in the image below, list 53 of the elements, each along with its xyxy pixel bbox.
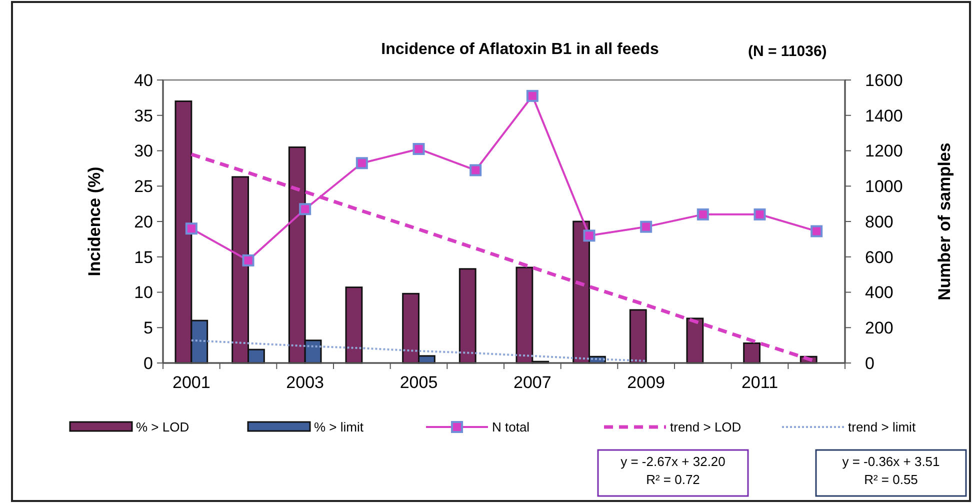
y-tick-label: 40 (134, 70, 153, 90)
y2-tick-label: 0 (865, 354, 874, 373)
point (640, 220, 652, 233)
y2-tick-label: 800 (865, 212, 894, 232)
y2-tick-label: 1600 (865, 70, 903, 90)
bar (345, 286, 363, 364)
y-tick-label: 20 (134, 212, 153, 232)
y-tick-label: 30 (134, 142, 153, 161)
point (412, 142, 425, 155)
x-tick-label: 2009 (627, 373, 665, 392)
chart-title: Incidence of Aflatoxin B1 in all feeds (381, 41, 659, 58)
y-tick-label: 5 (144, 318, 153, 338)
y2-tick-label: 1000 (865, 177, 903, 196)
y2-axis-title: Number of samples (935, 142, 954, 300)
y2-tick-label: 200 (865, 318, 894, 338)
point (185, 222, 198, 235)
y2-tick-label: 600 (865, 248, 894, 267)
point (696, 208, 709, 220)
y2-tick-label: 1400 (865, 106, 903, 126)
y-axis-title: Incidence (%) (85, 166, 104, 276)
y-tick-label: 10 (134, 283, 153, 302)
point (356, 157, 368, 170)
x-tick-label: 2011 (741, 373, 778, 392)
legend-label: % > LOD (136, 420, 190, 435)
point (299, 203, 312, 216)
legend-label: trend > limit (848, 420, 916, 435)
x-tick-label: 2003 (286, 373, 324, 392)
x-tick-label: 2005 (400, 373, 438, 392)
y2-tick-label: 400 (865, 283, 894, 302)
point (810, 225, 823, 238)
line-series (190, 339, 648, 362)
point (583, 230, 596, 242)
text: y = -0.36x + 3.51 R² = 0.55 (842, 454, 940, 487)
chart-subtitle: (N = 11036) (748, 43, 827, 60)
y-tick-label: 15 (134, 248, 153, 267)
point (242, 254, 254, 266)
x-tick-label: 2001 (172, 373, 210, 392)
point (526, 90, 538, 102)
y-tick-label: 35 (134, 106, 153, 126)
bar (686, 318, 704, 364)
point (754, 208, 766, 220)
bar (743, 342, 760, 364)
y2-tick-label: 1200 (865, 142, 903, 161)
text: y = -2.67x + 32.20 R² = 0.72 (620, 454, 726, 487)
legend-label: N total (492, 420, 530, 435)
legend-label: trend > LOD (670, 420, 742, 435)
bar (458, 268, 476, 364)
y-tick-label: 25 (134, 177, 153, 196)
y-tick-label: 0 (144, 354, 153, 373)
legend-label: % > limit (314, 420, 364, 435)
x-tick-label: 2007 (514, 373, 552, 392)
point (470, 164, 482, 176)
bar (629, 309, 647, 364)
